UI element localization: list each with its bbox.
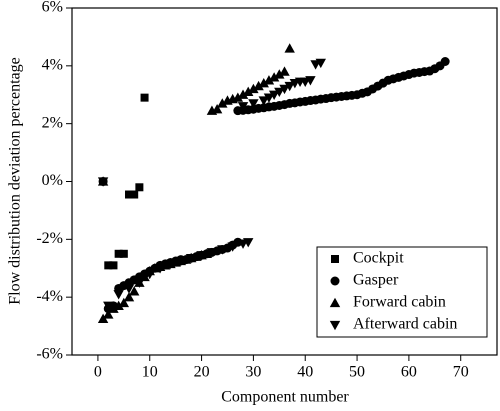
legend-label: Afterward cabin xyxy=(353,316,457,333)
legend-label: Forward cabin xyxy=(353,294,446,311)
point xyxy=(123,291,135,302)
y-axis-label: Flow distribution deviation percentage xyxy=(7,57,24,305)
x-tick-label: 20 xyxy=(194,364,210,381)
legend-marker xyxy=(331,255,339,263)
legend-box xyxy=(316,246,488,338)
point xyxy=(440,56,450,66)
point xyxy=(211,104,223,114)
point xyxy=(128,286,140,296)
point xyxy=(175,256,187,267)
point xyxy=(263,93,275,103)
point xyxy=(125,190,134,199)
point xyxy=(279,84,290,95)
point xyxy=(123,284,135,294)
point xyxy=(108,303,119,313)
y-tick-label: -6% xyxy=(36,346,63,363)
legend-label: Cockpit xyxy=(353,250,404,267)
point xyxy=(248,83,259,94)
y-tick-label: 2% xyxy=(42,114,63,131)
y-tick-label: 0% xyxy=(42,172,63,189)
x-tick-label: 10 xyxy=(142,364,158,381)
point xyxy=(135,183,144,192)
legend-label: Gasper xyxy=(353,272,399,289)
point xyxy=(237,89,249,99)
point xyxy=(243,238,254,248)
point xyxy=(279,66,290,76)
point xyxy=(243,86,254,97)
legend-marker xyxy=(330,276,340,286)
x-tick-label: 0 xyxy=(94,364,102,381)
point xyxy=(103,301,114,312)
y-tick-label: -2% xyxy=(36,230,63,247)
point xyxy=(103,309,114,319)
point xyxy=(284,43,295,53)
point xyxy=(165,259,176,270)
point xyxy=(113,300,124,311)
point xyxy=(217,245,228,255)
point xyxy=(217,98,228,108)
point xyxy=(315,58,326,69)
point xyxy=(258,96,269,106)
point xyxy=(237,102,249,112)
point xyxy=(268,72,280,82)
point xyxy=(118,297,130,308)
point xyxy=(154,264,166,274)
point xyxy=(119,249,128,258)
point xyxy=(109,261,118,270)
point xyxy=(227,242,238,252)
point xyxy=(263,75,275,85)
legend-marker xyxy=(329,297,341,308)
x-tick-label: 70 xyxy=(453,364,469,381)
y-tick-label: 4% xyxy=(42,57,63,74)
point xyxy=(206,248,218,258)
x-axis-label: Component number xyxy=(221,389,349,406)
point xyxy=(104,261,113,270)
point xyxy=(284,81,295,92)
point xyxy=(305,76,316,86)
point xyxy=(274,87,285,98)
point xyxy=(274,69,285,79)
point xyxy=(248,99,259,109)
point xyxy=(144,269,155,280)
point xyxy=(196,251,207,261)
point xyxy=(232,92,244,102)
point xyxy=(134,278,145,288)
x-tick-label: 60 xyxy=(401,364,417,381)
y-tick-label: -4% xyxy=(36,288,63,305)
point xyxy=(113,290,124,300)
point xyxy=(97,313,109,324)
point xyxy=(253,80,264,91)
x-tick-label: 50 xyxy=(349,364,365,381)
point xyxy=(130,190,139,199)
point xyxy=(114,249,123,258)
legend-marker xyxy=(329,320,341,331)
point xyxy=(140,93,149,102)
point xyxy=(268,90,280,100)
point xyxy=(97,177,109,187)
point xyxy=(186,253,197,264)
y-tick-label: 6% xyxy=(42,0,63,16)
point xyxy=(258,77,269,88)
x-tick-label: 40 xyxy=(297,364,313,381)
x-tick-label: 30 xyxy=(245,364,261,381)
